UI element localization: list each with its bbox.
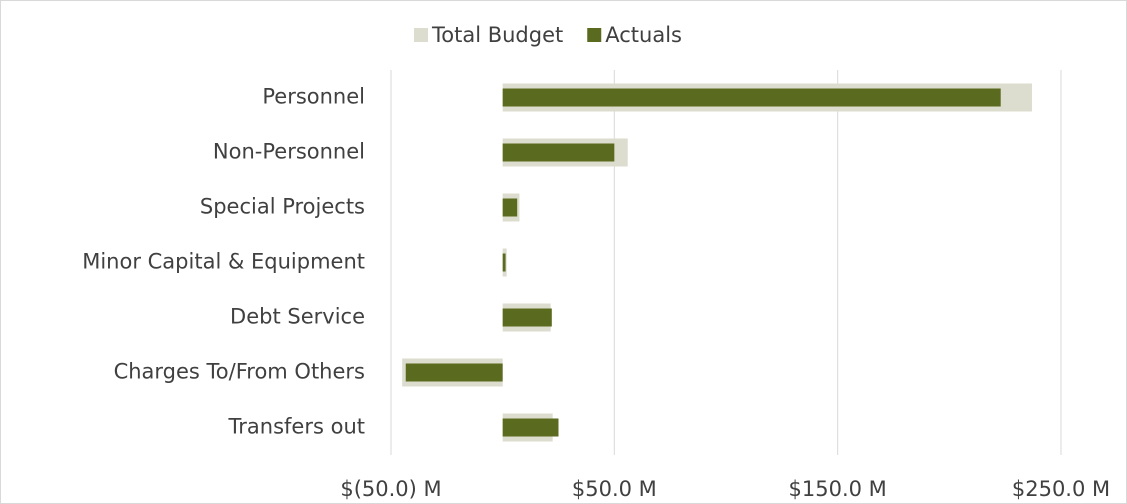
y-tick-label: Special Projects xyxy=(200,195,365,219)
bar xyxy=(502,198,518,217)
y-tick-label: Personnel xyxy=(262,85,365,109)
bar xyxy=(502,253,506,272)
y-tick-label: Transfers out xyxy=(228,415,365,439)
bar xyxy=(502,418,559,437)
y-tick-label: Debt Service xyxy=(230,305,365,329)
x-tick-label: $50.0 M xyxy=(572,477,657,501)
x-tick-label: $150.0 M xyxy=(789,477,887,501)
legend-label: Total Budget xyxy=(431,23,563,47)
x-tick-label: $(50.0) M xyxy=(340,477,441,501)
y-tick-label: Minor Capital & Equipment xyxy=(82,250,365,274)
legend-swatch xyxy=(414,28,428,42)
x-tick-label: $250.0 M xyxy=(1012,477,1110,501)
bar xyxy=(502,308,552,327)
bar xyxy=(405,363,503,382)
bar xyxy=(502,88,1001,107)
y-tick-label: Non-Personnel xyxy=(213,140,365,164)
legend-label: Actuals xyxy=(605,23,682,47)
y-tick-label: Charges To/From Others xyxy=(114,360,365,384)
bar xyxy=(502,143,615,162)
legend-swatch xyxy=(587,28,602,42)
